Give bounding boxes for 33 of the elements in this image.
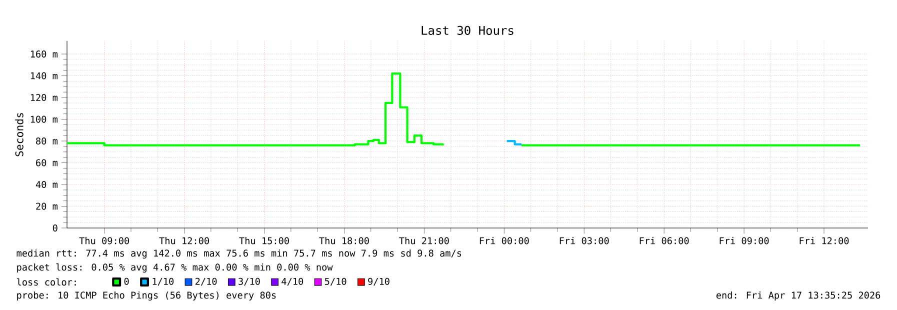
y-tick-label: 60 m — [36, 159, 58, 166]
x-tick-label: Fri 12:00 — [800, 237, 849, 244]
x-tick-label: Thu 21:00 — [399, 237, 449, 244]
y-tick-label: 100 m — [30, 116, 58, 123]
x-tick-label: Fri 09:00 — [720, 237, 769, 244]
y-tick-label: 120 m — [30, 94, 58, 102]
x-tick-label: Thu 15:00 — [239, 237, 289, 244]
legend-title: loss color: — [17, 278, 76, 286]
legend-label: 2/10 — [196, 278, 217, 286]
x-tick-label: Thu 09:00 — [79, 237, 130, 244]
text: end: Fri Apr 17 13:35:25 2026 — [716, 291, 880, 301]
chart-title: Last 30 Hours — [422, 26, 514, 35]
legend-label: 9/10 — [368, 278, 390, 286]
x-tick-label: Fri 00:00 — [480, 237, 529, 244]
legend-label: 1/10 — [152, 278, 174, 286]
x-tick-label: Fri 03:00 — [560, 237, 609, 244]
y-tick-label: 40 m — [36, 180, 58, 188]
legend-label: 4/10 — [282, 278, 304, 286]
x-tick-label: Thu 12:00 — [159, 237, 209, 244]
x-tick-label: Thu 18:00 — [319, 237, 369, 244]
legend-label: 0 — [124, 278, 129, 285]
y-tick-label: 140 m — [30, 72, 58, 80]
text: median rtt: 77.4 ms avg 142.0 ms max 75.6 ms min 75.7 ms now 7.9 ms sd 9.8 am/s — [16, 249, 462, 259]
text: probe: 10 ICMP Echo Pings (56 Bytes) every 80s — [17, 291, 276, 301]
legend-label: 5/10 — [324, 278, 346, 286]
y-tick-label: 160 m — [30, 50, 58, 58]
x-tick-label: Fri 06:00 — [640, 237, 689, 244]
text: packet loss: 0.05 % avg 4.67 % max 0.00 % min 0.00 % now — [17, 263, 333, 273]
y-tick-label: 20 m — [36, 202, 58, 210]
y-tick-label: 0 — [52, 224, 58, 232]
y-tick-label: 80 m — [36, 137, 58, 145]
y-axis-title: Seconds — [15, 113, 24, 156]
legend-label: 3/10 — [238, 278, 260, 286]
